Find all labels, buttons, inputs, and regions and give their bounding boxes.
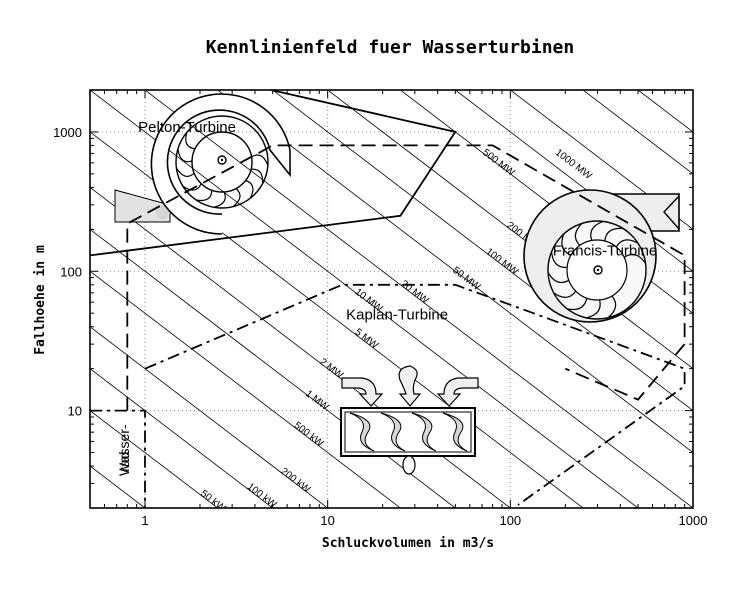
power-line-label: 20 MW <box>399 278 431 306</box>
power-line-label: 500 MW <box>480 147 517 179</box>
annotation-label: Wasser- <box>116 424 132 476</box>
power-line <box>509 90 693 230</box>
power-line-label: 50 kW <box>198 488 228 514</box>
pelton-bucket-icon <box>177 149 193 163</box>
pelton-axle-icon <box>217 155 227 165</box>
pelton-turbine-drawing <box>114 93 291 235</box>
francis-blade-icon <box>590 220 604 241</box>
pelton-bucket-icon <box>232 188 241 208</box>
power-line <box>90 368 274 508</box>
power-line-label: 20 kW <box>158 511 188 537</box>
francis-blade-icon <box>551 251 568 269</box>
francis-blade-icon <box>607 295 617 319</box>
power-line <box>90 326 329 508</box>
y-tick-label: 1000 <box>53 125 82 140</box>
francis-blade-icon <box>547 272 570 283</box>
kaplan-blades-icon <box>349 412 468 452</box>
pelton-hub-icon <box>191 131 253 193</box>
power-line-label: 100 MW <box>484 246 521 278</box>
axis-ticks: 1 10 100 1000 10 100 1000 <box>53 90 707 528</box>
francis-axle-icon <box>593 265 603 275</box>
annotation-label: Pelton-Turbine <box>138 119 236 136</box>
pelton-bucket-icon <box>185 132 196 150</box>
power-line <box>90 410 219 508</box>
series-pelton-turbine <box>90 90 457 257</box>
power-line-label: 500 kW <box>292 420 326 450</box>
annotation-label: rad <box>116 452 132 472</box>
kaplan-blade-icon <box>411 412 437 452</box>
series-kaplan-turbine <box>144 283 686 506</box>
y-tick-label: 10 <box>68 404 82 419</box>
x-axis-label: Schluckvolumen in m3/s <box>322 536 494 551</box>
x-tick-label: 100 <box>499 513 521 528</box>
kaplan-inflow-center-icon <box>398 365 422 407</box>
power-line <box>90 90 639 508</box>
y-tick-label: 100 <box>60 264 82 279</box>
pelton-wheel-icon <box>175 115 269 209</box>
annotations: Pelton-Turbine Francis-Turbine Kaplan-Turb… <box>116 119 657 476</box>
power-line-label: 2 MW <box>317 357 345 382</box>
francis-blade-icon <box>623 253 646 264</box>
x-tick-label: 10 <box>320 513 334 528</box>
francis-inlet-arrow-icon <box>663 195 680 230</box>
kaplan-blade-icon <box>442 412 468 452</box>
power-line <box>90 465 146 508</box>
power-line <box>90 228 457 508</box>
pelton-bucket-icon <box>182 183 202 191</box>
kaplan-hub-icon <box>402 455 416 475</box>
application-boundaries <box>90 90 686 508</box>
power-line <box>272 90 693 412</box>
pelton-nozzle-icon <box>114 189 171 223</box>
pelton-bucket-icon <box>213 191 226 208</box>
power-line-label: 50 MW <box>450 265 482 293</box>
pelton-bucket-icon <box>195 190 213 202</box>
x-tick-label: 1000 <box>679 513 708 528</box>
kaplan-rotor-inner-icon <box>344 411 472 453</box>
kaplan-turbine-drawing <box>340 365 479 475</box>
annotation-label: Kaplan-Turbine <box>346 307 448 324</box>
francis-blade-icon <box>586 299 601 319</box>
francis-blade-icon <box>561 233 572 256</box>
annotation-label: Francis-Turbine <box>553 242 657 259</box>
francis-blade-icon <box>553 290 577 298</box>
chart-title: Kennlinienfeld fuer Wasserturbinen <box>206 37 574 58</box>
kaplan-blade-icon <box>349 412 375 452</box>
power-line <box>90 270 402 508</box>
power-line-label: 1000 MW <box>553 147 594 182</box>
kaplan-inflow-right-icon <box>436 377 479 407</box>
kaplan-inflow-left-icon <box>341 377 384 407</box>
power-line <box>326 90 693 370</box>
kaplan-blade-icon <box>380 412 406 452</box>
francis-turbine-drawing <box>523 189 680 323</box>
pelton-housing-icon <box>150 93 291 235</box>
pelton-bucket-icon <box>245 179 254 199</box>
francis-blade-icon <box>574 222 583 246</box>
pelton-buckets-icon <box>175 132 269 208</box>
pelton-axle-dot-icon <box>220 158 224 162</box>
power-line-label: 100 kW <box>245 481 279 511</box>
francis-blade-icon <box>615 239 639 248</box>
power-line-label: 200 kW <box>278 466 312 496</box>
power-line <box>217 90 693 454</box>
series-wasserrad <box>90 409 146 508</box>
series-francis-turbine <box>126 144 686 411</box>
francis-blade-icon <box>604 227 624 242</box>
francis-blades-icon <box>547 220 646 319</box>
francis-blade-icon <box>567 298 588 311</box>
pelton-bucket-icon <box>251 168 264 184</box>
pelton-bucket-icon <box>251 154 269 166</box>
x-tick-label: 1 <box>141 513 148 528</box>
plot-frame <box>89 89 694 509</box>
power-line <box>692 90 693 91</box>
pelton-bucket-icon <box>175 167 195 177</box>
power-line <box>144 90 693 508</box>
francis-axle-dot-icon <box>596 268 600 272</box>
power-line <box>582 90 693 175</box>
power-line-label: 5 MW <box>353 327 381 352</box>
y-axis-label: Fallhoehe in m <box>33 245 48 355</box>
